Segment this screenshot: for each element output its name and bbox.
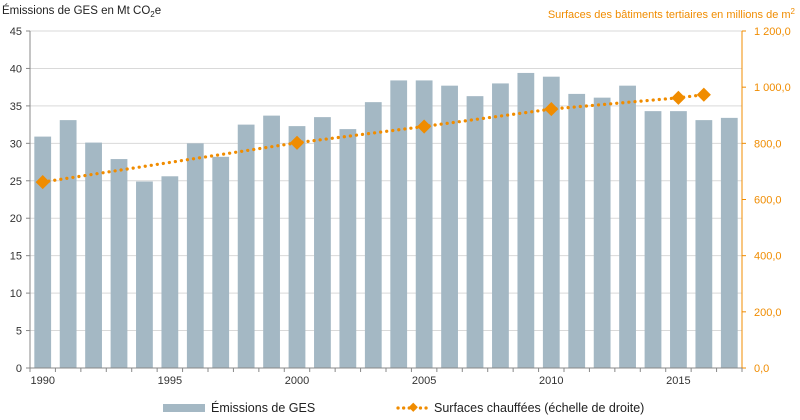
legend: Émissions de GES Surfaces chauffées (éch… (163, 400, 644, 415)
bar-2007 (466, 96, 484, 369)
surfaces-marker-2005 (417, 119, 432, 134)
bar-series-emissions (34, 72, 738, 369)
y-right-tick-label: 1 200,0 (754, 26, 791, 38)
bar-1994 (136, 181, 153, 368)
y-left-tick-label: 35 (10, 101, 22, 113)
bar-1991 (59, 120, 77, 369)
legend-swatch-emissions (163, 404, 205, 412)
surfaces-marker-2000 (289, 135, 305, 150)
y-right-tick-label: 800,0 (754, 138, 782, 150)
surfaces-marker-2010 (544, 101, 559, 117)
bar-2001 (314, 117, 331, 368)
bar-2012 (593, 97, 611, 368)
x-tick-label-2000: 2000 (285, 375, 309, 387)
bar-2016 (695, 120, 713, 369)
y-left-tick-label: 30 (10, 138, 22, 150)
y-left-tick-label: 0 (16, 363, 22, 375)
bar-1997 (212, 156, 230, 368)
x-tick-label-2015: 2015 (666, 375, 690, 387)
y-left-tick-label: 10 (10, 288, 22, 300)
y-left-tick-label: 25 (10, 176, 22, 188)
bar-2014 (644, 111, 662, 369)
bar-2009 (517, 72, 535, 368)
x-tick-label-1995: 1995 (158, 375, 182, 387)
bar-2011 (568, 93, 586, 368)
x-tick-label-2005: 2005 (412, 375, 436, 387)
bar-2003 (364, 102, 382, 369)
bar-2000 (288, 126, 306, 368)
bar-2004 (390, 80, 408, 368)
y-left-tick-label: 40 (10, 63, 22, 75)
bar-2013 (619, 85, 636, 369)
bar-2017 (720, 117, 738, 368)
bar-2008 (492, 83, 509, 368)
bar-1995 (161, 176, 179, 368)
y-right-tick-label: 0,0 (754, 363, 769, 375)
y-left-tick-label: 15 (10, 251, 22, 263)
y-left-tick-label: 45 (10, 26, 22, 38)
bar-1992 (85, 142, 102, 368)
x-tick-label-2010: 2010 (539, 375, 563, 387)
bar-1990 (34, 136, 52, 368)
y-right-tick-label: 600,0 (754, 195, 782, 207)
legend-label-emissions: Émissions de GES (211, 400, 315, 415)
bar-2010 (542, 76, 560, 368)
y-left-axis-title: Émissions de GES en Mt CO2e (2, 4, 161, 19)
bar-1996 (186, 143, 204, 368)
bar-2005 (415, 80, 433, 368)
y-right-axis-title: Surfaces des bâtiments tertiaires en mil… (548, 7, 796, 21)
y-right-tick-label: 1 000,0 (754, 82, 791, 94)
bar-2006 (441, 85, 458, 369)
x-tick-label-1990: 1990 (30, 375, 54, 387)
bar-1999 (263, 115, 280, 368)
legend-swatch-surfaces-marker (408, 402, 418, 412)
legend-label-surfaces: Surfaces chauffées (échelle de droite) (434, 401, 644, 415)
surfaces-marker-2015 (671, 90, 686, 105)
bar-1998 (237, 124, 255, 368)
surfaces-marker-2016 (696, 87, 711, 102)
bar-2015 (670, 111, 687, 369)
bar-1993 (110, 159, 128, 368)
y-right-tick-label: 400,0 (754, 251, 782, 263)
y-left-tick-label: 20 (10, 213, 22, 225)
y-left-tick-label: 5 (16, 326, 22, 338)
y-right-tick-label: 200,0 (754, 307, 782, 319)
bar-2002 (339, 129, 357, 368)
axes: 0 5 10 15 20 25 30 35 40 45 0,0 200,0 400,0 600,0 800,… (10, 26, 791, 387)
